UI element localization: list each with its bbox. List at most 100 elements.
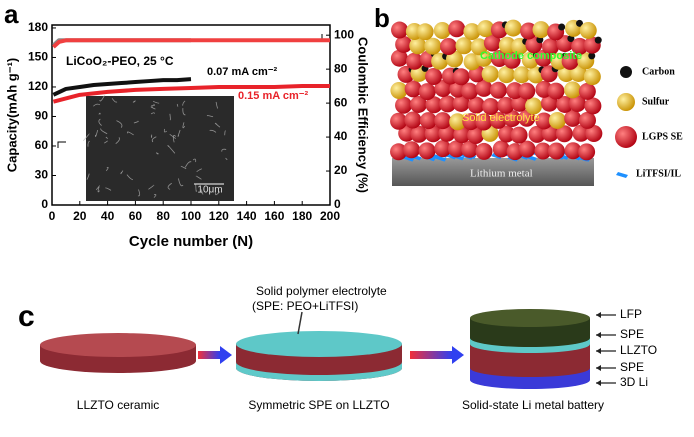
lgps <box>490 49 508 67</box>
spe-layer <box>236 362 402 381</box>
lgps <box>447 140 465 158</box>
label-arrow-head <box>596 332 601 338</box>
lgps <box>520 22 538 40</box>
x-tick-label: 180 <box>292 209 312 223</box>
x-tick-label: 20 <box>73 209 87 223</box>
x-tick-label: 200 <box>320 209 340 223</box>
sem-grain <box>195 184 197 192</box>
sem-grain <box>137 189 141 197</box>
x-tick-label: 80 <box>157 209 171 223</box>
lgps <box>448 20 466 38</box>
panel-label: c <box>18 300 35 333</box>
y-tick-label: 30 <box>35 168 49 182</box>
legend-label: LiTFSI/IL <box>636 168 681 179</box>
sem-grain <box>182 122 186 129</box>
lgps <box>503 51 521 69</box>
lgps <box>571 37 589 55</box>
sulfur <box>433 22 451 40</box>
y2-tick-label: 40 <box>334 129 348 143</box>
layer-label: LLZTO <box>620 343 657 357</box>
sulfur <box>481 65 499 83</box>
lgps <box>409 95 427 113</box>
lgps <box>410 125 428 143</box>
sem-grain <box>86 173 90 180</box>
lgps <box>510 126 528 144</box>
sem-grain <box>111 98 118 103</box>
lgps <box>390 112 408 130</box>
y2-tick-label: 80 <box>334 61 348 75</box>
legend-icon <box>620 66 632 78</box>
panel-label: b <box>374 3 390 33</box>
lgps <box>547 82 565 100</box>
layer-label: 3D Li <box>620 375 648 389</box>
lgps <box>584 97 602 115</box>
sem-grain <box>169 113 171 121</box>
lgps <box>440 37 458 55</box>
sulfur <box>532 21 550 39</box>
scale-label: 10μm <box>197 185 222 196</box>
arrow-head <box>452 346 464 364</box>
sem-grain <box>163 128 168 133</box>
label-arrow-head <box>596 312 601 318</box>
caption: Solid-state Li metal battery <box>462 398 604 412</box>
sem-grain <box>115 137 120 145</box>
lgps <box>425 96 443 114</box>
layer-label: Cathode composite <box>480 50 582 62</box>
legend-icon <box>616 172 628 178</box>
sem-grain <box>95 129 99 137</box>
lgps <box>561 52 579 70</box>
lgps <box>395 96 413 114</box>
lgps <box>434 79 452 97</box>
sulfur <box>548 111 566 129</box>
sem-grain <box>196 168 202 173</box>
series-line <box>52 83 330 104</box>
sem-grain <box>152 100 160 104</box>
lgps <box>489 111 507 129</box>
panel-c: c Solid polymer electrolyte (SPE: PEO+Li… <box>18 284 657 412</box>
layer-label: Solid electrolyte <box>462 112 540 124</box>
sem-grain <box>95 185 100 191</box>
sem-grain <box>180 165 187 170</box>
lgps <box>518 140 536 158</box>
caption: LLZTO ceramic <box>77 398 159 412</box>
liTFSI <box>403 155 415 162</box>
lgps <box>547 142 565 160</box>
sem-grain <box>153 194 157 198</box>
y2-tick-label: 20 <box>334 163 348 177</box>
lgps <box>418 83 436 101</box>
axis-pointer <box>57 141 66 148</box>
sulfur <box>498 36 516 54</box>
sulfur <box>504 19 522 37</box>
spheres <box>390 19 603 162</box>
disk-top <box>236 331 402 357</box>
legend-label: LGPS SE <box>642 131 683 142</box>
sem-grain <box>132 100 136 103</box>
layer-label: SPE <box>620 360 644 374</box>
series-line <box>52 77 192 97</box>
sem-grain <box>100 128 108 135</box>
sem-grain <box>133 120 139 124</box>
lgps <box>467 126 485 144</box>
disk-top <box>40 333 196 357</box>
sulfur <box>570 64 588 82</box>
sem-grain <box>195 175 202 180</box>
sem-grain <box>215 191 221 196</box>
lgps <box>506 82 524 100</box>
lgps <box>492 140 510 158</box>
sem-grain <box>150 106 156 110</box>
carbon <box>558 23 566 31</box>
y2-axis-label: Coulombic Efficiency (%) <box>356 37 371 193</box>
annotation: 0.07 mA cm⁻² <box>207 66 278 78</box>
sem-grain <box>200 189 204 195</box>
lgps <box>424 125 442 143</box>
lgps <box>489 81 507 99</box>
lgps <box>475 79 493 97</box>
sem-grain <box>167 145 176 154</box>
lgps <box>439 95 457 113</box>
sem-grain <box>192 158 197 163</box>
lgps <box>578 111 596 129</box>
y2-tick-label: 0 <box>334 197 341 211</box>
x-tick-label: 160 <box>264 209 284 223</box>
sulfur <box>455 37 473 55</box>
